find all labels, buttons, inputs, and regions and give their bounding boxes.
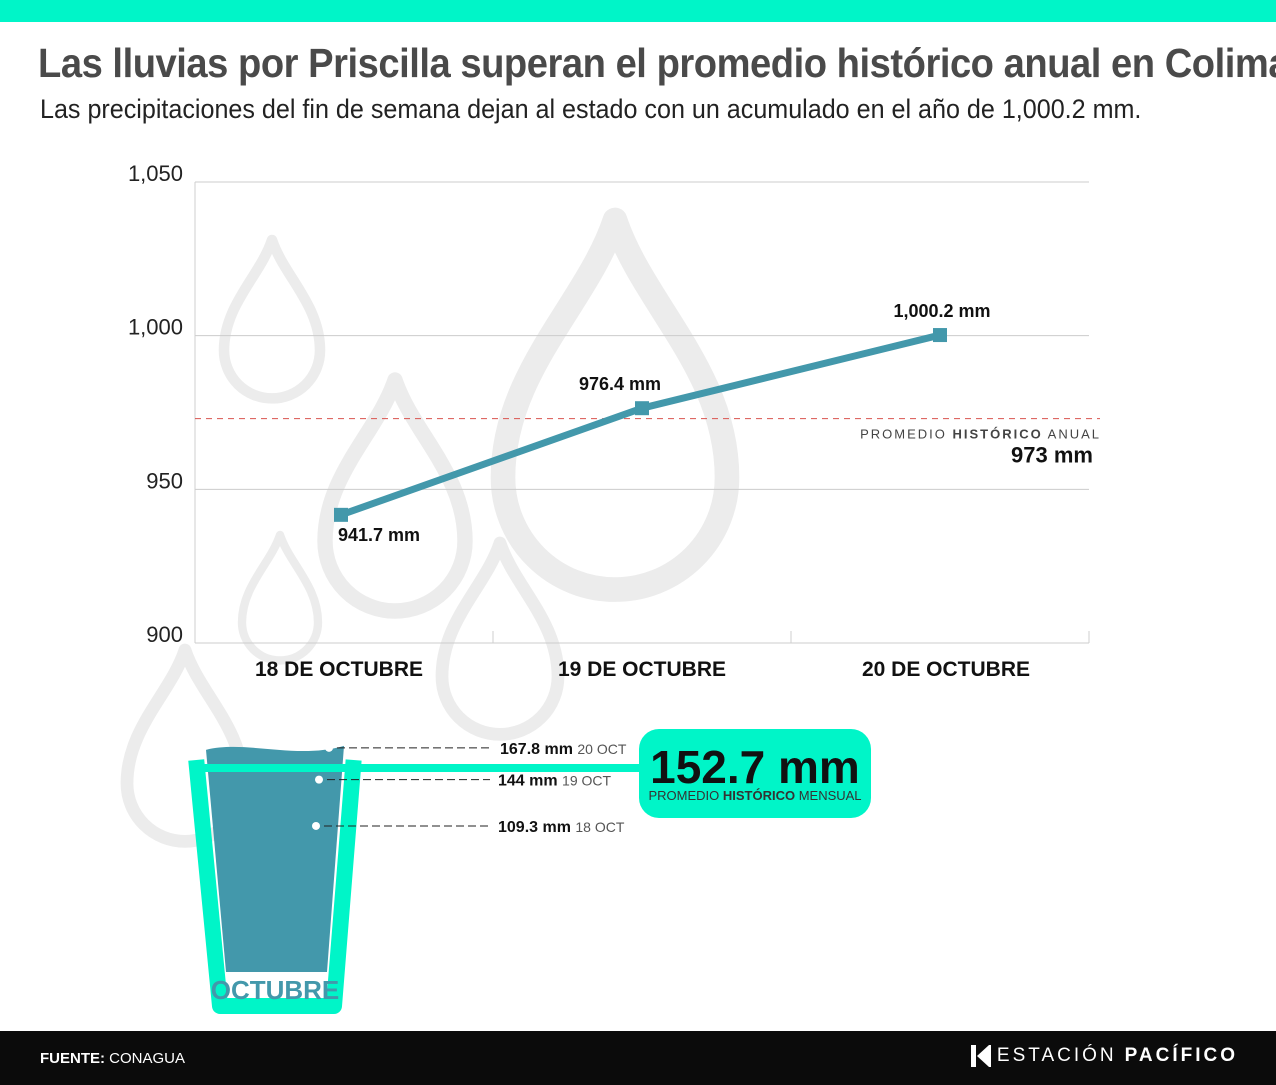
raindrop-icon (435, 536, 565, 741)
data-point-marker (933, 328, 947, 343)
monthly-average-label-bold: HISTÓRICO (723, 788, 795, 803)
level-value: 109.3 mm (498, 819, 575, 836)
raindrop-icon (218, 234, 326, 404)
glass-category-label: OCTUBRE (211, 975, 340, 1005)
chart-grid: 900 950 1,000 1,050 (128, 161, 1090, 647)
level-marker-dot (315, 775, 323, 784)
source-note: FUENTE: CONAGUA (40, 1050, 185, 1067)
monthly-average-label: PROMEDIO HISTÓRICO MENSUAL (648, 788, 861, 803)
level-marker-label: 109.3 mm 18 OCT (498, 819, 625, 836)
level-value: 144 mm (498, 773, 562, 790)
annual-average-reference: PROMEDIO HISTÓRICO ANUAL 973 mm (195, 418, 1101, 468)
level-marker-dot (325, 743, 333, 752)
data-point-marker (334, 507, 348, 522)
series-line (339, 331, 941, 519)
x-category-label: 18 DE OCTUBRE (255, 658, 423, 681)
annual-average-label-bold: HISTÓRICO (953, 427, 1043, 442)
data-point-label: 1,000.2 mm (893, 301, 990, 321)
level-date: 20 OCT (577, 741, 626, 757)
source-label: FUENTE: (40, 1050, 105, 1067)
raindrop-icon (490, 207, 740, 602)
footer: FUENTE: CONAGUA ESTACIÓN PACÍFICO (0, 1031, 1276, 1085)
level-marker-label: 167.8 mm 20 OCT (500, 741, 627, 758)
monthly-average-value: 152.7 mm (650, 741, 860, 793)
data-point-marker (635, 401, 649, 416)
annual-average-label-pre: PROMEDIO (860, 427, 952, 442)
level-marker-dot (312, 821, 320, 830)
level-date: 19 OCT (562, 773, 611, 789)
data-point-label: 941.7 mm (338, 525, 420, 545)
monthly-average-badge-box (639, 729, 871, 818)
data-point-label: 976.4 mm (579, 374, 661, 394)
monthly-average-label-pre: PROMEDIO (648, 788, 722, 803)
glass-outline (188, 759, 362, 1014)
annual-average-value: 973 mm (1011, 443, 1093, 468)
y-tick-label: 1,050 (128, 161, 183, 186)
page-title: Las lluvias por Priscilla superan el pro… (38, 40, 1276, 86)
raindrop-icon (120, 643, 250, 848)
top-accent-bar (0, 0, 1276, 22)
annual-average-label-post: ANUAL (1043, 427, 1101, 442)
page-subtitle: Las precipitaciones del fin de semana de… (40, 94, 1142, 124)
brand-logo: ESTACIÓN PACÍFICO (970, 1045, 1238, 1067)
source-value: CONAGUA (109, 1050, 186, 1067)
y-tick-label: 1,000 (128, 315, 183, 340)
level-date: 18 OCT (575, 819, 624, 835)
glass-levels: 109.3 mm 18 OCT 144 mm 19 OCT 167.8 mm 20 … (312, 741, 627, 836)
y-tick-label: 950 (146, 468, 183, 493)
x-axis-labels: 18 DE OCTUBRE 19 DE OCTUBRE 20 DE OCTUBRE (255, 658, 1030, 681)
level-value: 167.8 mm (500, 741, 577, 758)
x-category-label: 20 DE OCTUBRE (862, 658, 1030, 681)
monthly-average-badge: 152.7 mm PROMEDIO HISTÓRICO MENSUAL (639, 729, 871, 818)
rainfall-chart: 900 950 1,000 1,050 PROMEDIO HISTÓRICO ANUA… (120, 161, 1101, 1014)
brand-k-icon (970, 1045, 991, 1067)
brand-name-light: ESTACIÓN (996, 1045, 1117, 1066)
october-glass-chart: OCTUBRE 109.3 mm 18 OCT 144 mm 19 OCT 167.… (188, 729, 871, 1014)
raindrop-icon (237, 530, 323, 665)
monthly-average-label-post: MENSUAL (795, 788, 861, 803)
y-tick-label: 900 (146, 622, 183, 647)
level-marker-label: 144 mm 19 OCT (498, 773, 612, 790)
brand-name-bold: PACÍFICO (1124, 1045, 1238, 1066)
x-category-label: 19 DE OCTUBRE (558, 658, 726, 681)
accumulated-rain-series: 941.7 mm 976.4 mm 1,000.2 mm (334, 301, 991, 545)
annual-average-label: PROMEDIO HISTÓRICO ANUAL (860, 427, 1101, 442)
glass-water (206, 745, 344, 972)
